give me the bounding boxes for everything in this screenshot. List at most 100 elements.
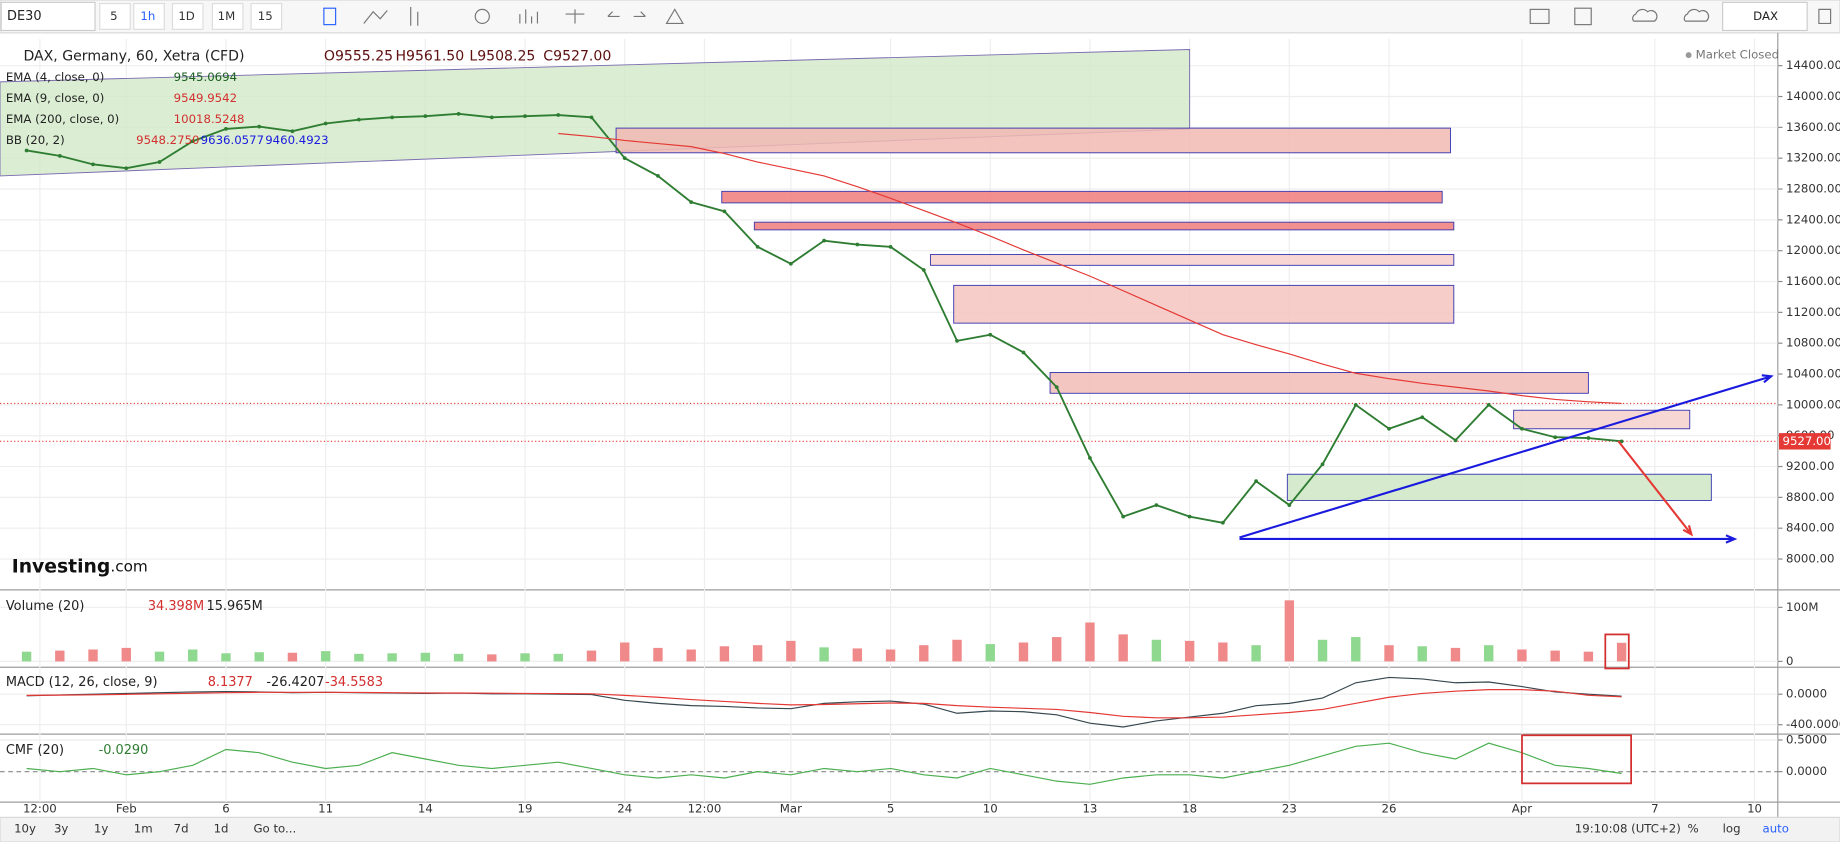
interval-label[interactable]: 15 [258,9,273,23]
y-tick-label: 11600.00 [1786,274,1840,288]
range-button[interactable]: 10y [14,822,36,836]
price-point [888,244,893,249]
price-point [589,115,594,120]
y-tick-label: 10000.00 [1786,397,1840,411]
scale-option[interactable]: log [1723,822,1741,836]
range-button[interactable]: 3y [54,822,68,836]
price-point [1387,426,1391,431]
price-point [290,129,295,134]
fullscreen-icon[interactable] [1818,8,1832,25]
interval-label[interactable]: 1D [178,9,194,23]
interval-label[interactable]: 5 [110,9,117,23]
alert-icon[interactable] [665,8,684,25]
range-button[interactable]: 7d [174,822,189,836]
price-point [390,115,394,120]
symbol-input[interactable] [0,1,96,32]
price-point [1254,479,1258,484]
price-point [190,139,195,144]
volume-bar [21,651,32,662]
indicators-icon[interactable] [519,9,539,24]
x-tick-label: 7 [1651,802,1658,816]
zone [1049,372,1589,394]
interval-button[interactable] [133,2,165,30]
goto-button[interactable]: Go to... [253,822,296,836]
price-point [1054,385,1059,390]
y-tick-label: 8000.00 [1786,552,1834,566]
x-tick-label: 24 [617,802,632,816]
volume-bar [121,647,131,662]
redo-icon[interactable] [633,11,646,18]
compare-box[interactable] [1722,1,1808,32]
logo-text: Investing [12,556,111,577]
bars-icon[interactable] [410,7,419,26]
settings-icon[interactable] [474,8,490,25]
interval-button[interactable] [211,2,244,30]
zone [753,221,1455,231]
x-tick-label: 23 [1282,802,1297,816]
price-point [257,124,262,129]
volume-bar [786,640,796,662]
x-tick-label: Apr [1512,802,1532,816]
x-tick-label: 10 [1747,802,1762,816]
interval-button[interactable] [171,2,204,30]
volume-bar [653,647,663,662]
cloud-save-icon[interactable] [1683,8,1710,22]
y-tick-label: 0.0000 [1786,764,1827,778]
y-tick-label: 8400.00 [1786,521,1834,535]
range-button[interactable]: 1d [214,822,229,836]
price-point [357,117,361,122]
symbol[interactable]: DE30 [7,9,41,24]
scale-option[interactable]: auto [1763,822,1789,836]
volume-bar [254,652,264,662]
candle-icon[interactable] [323,7,337,26]
highlight-box [1604,633,1630,670]
cloud-icon[interactable] [1632,8,1658,22]
zone [929,254,1455,266]
undo-icon[interactable] [607,11,620,18]
pane-title: MACD (12, 26, close, 9) [6,675,158,690]
compare-icon[interactable] [565,9,585,24]
interval-button[interactable] [99,2,131,30]
trend-arrow [1239,534,1738,544]
legend-value: 34.398M [148,599,204,614]
toolbar-icons [323,7,1832,26]
legend-value: -26.4207 [266,675,324,690]
trend-arrow [1239,374,1774,539]
volume-bar [154,651,165,662]
price-point [1287,503,1292,507]
y-tick-label: 14400.00 [1786,58,1840,72]
price-point [1121,514,1126,519]
market-status: Market Closed [1696,48,1779,62]
volume-bar [1616,642,1627,662]
interval-label[interactable]: 1M [218,9,236,23]
y-tick-label: 12000.00 [1786,243,1840,257]
scale-option[interactable]: % [1687,822,1698,836]
price-point [91,162,95,167]
y-tick-label: 12800.00 [1786,182,1840,196]
interval-label[interactable]: 1h [140,9,155,23]
volume-bar [287,652,298,662]
compare-symbol[interactable]: DAX [1753,9,1778,23]
line-icon[interactable] [363,10,388,24]
y-tick-label: 0.0000 [1786,687,1827,701]
screenshot-icon[interactable] [1529,8,1550,25]
legend-value: 8.1377 [208,675,253,690]
volume-bar [354,653,364,662]
zone [953,284,1455,324]
indicator-value: 9636.0577 [201,133,264,147]
volume-bar [1550,650,1560,662]
price-point [523,114,527,119]
range-button[interactable]: 1m [134,822,153,836]
range-button[interactable]: 1y [94,822,108,836]
template-icon[interactable] [1574,7,1592,26]
price-point [955,339,959,343]
y-tick-label: 0 [1786,654,1793,668]
price-point [1453,438,1458,443]
price-point [1353,402,1358,407]
volume-bar [1085,622,1095,662]
y-tick-label: 10400.00 [1786,367,1840,381]
price-point [1088,456,1092,460]
highlight-box [1521,734,1633,785]
interval-button[interactable] [250,2,283,30]
